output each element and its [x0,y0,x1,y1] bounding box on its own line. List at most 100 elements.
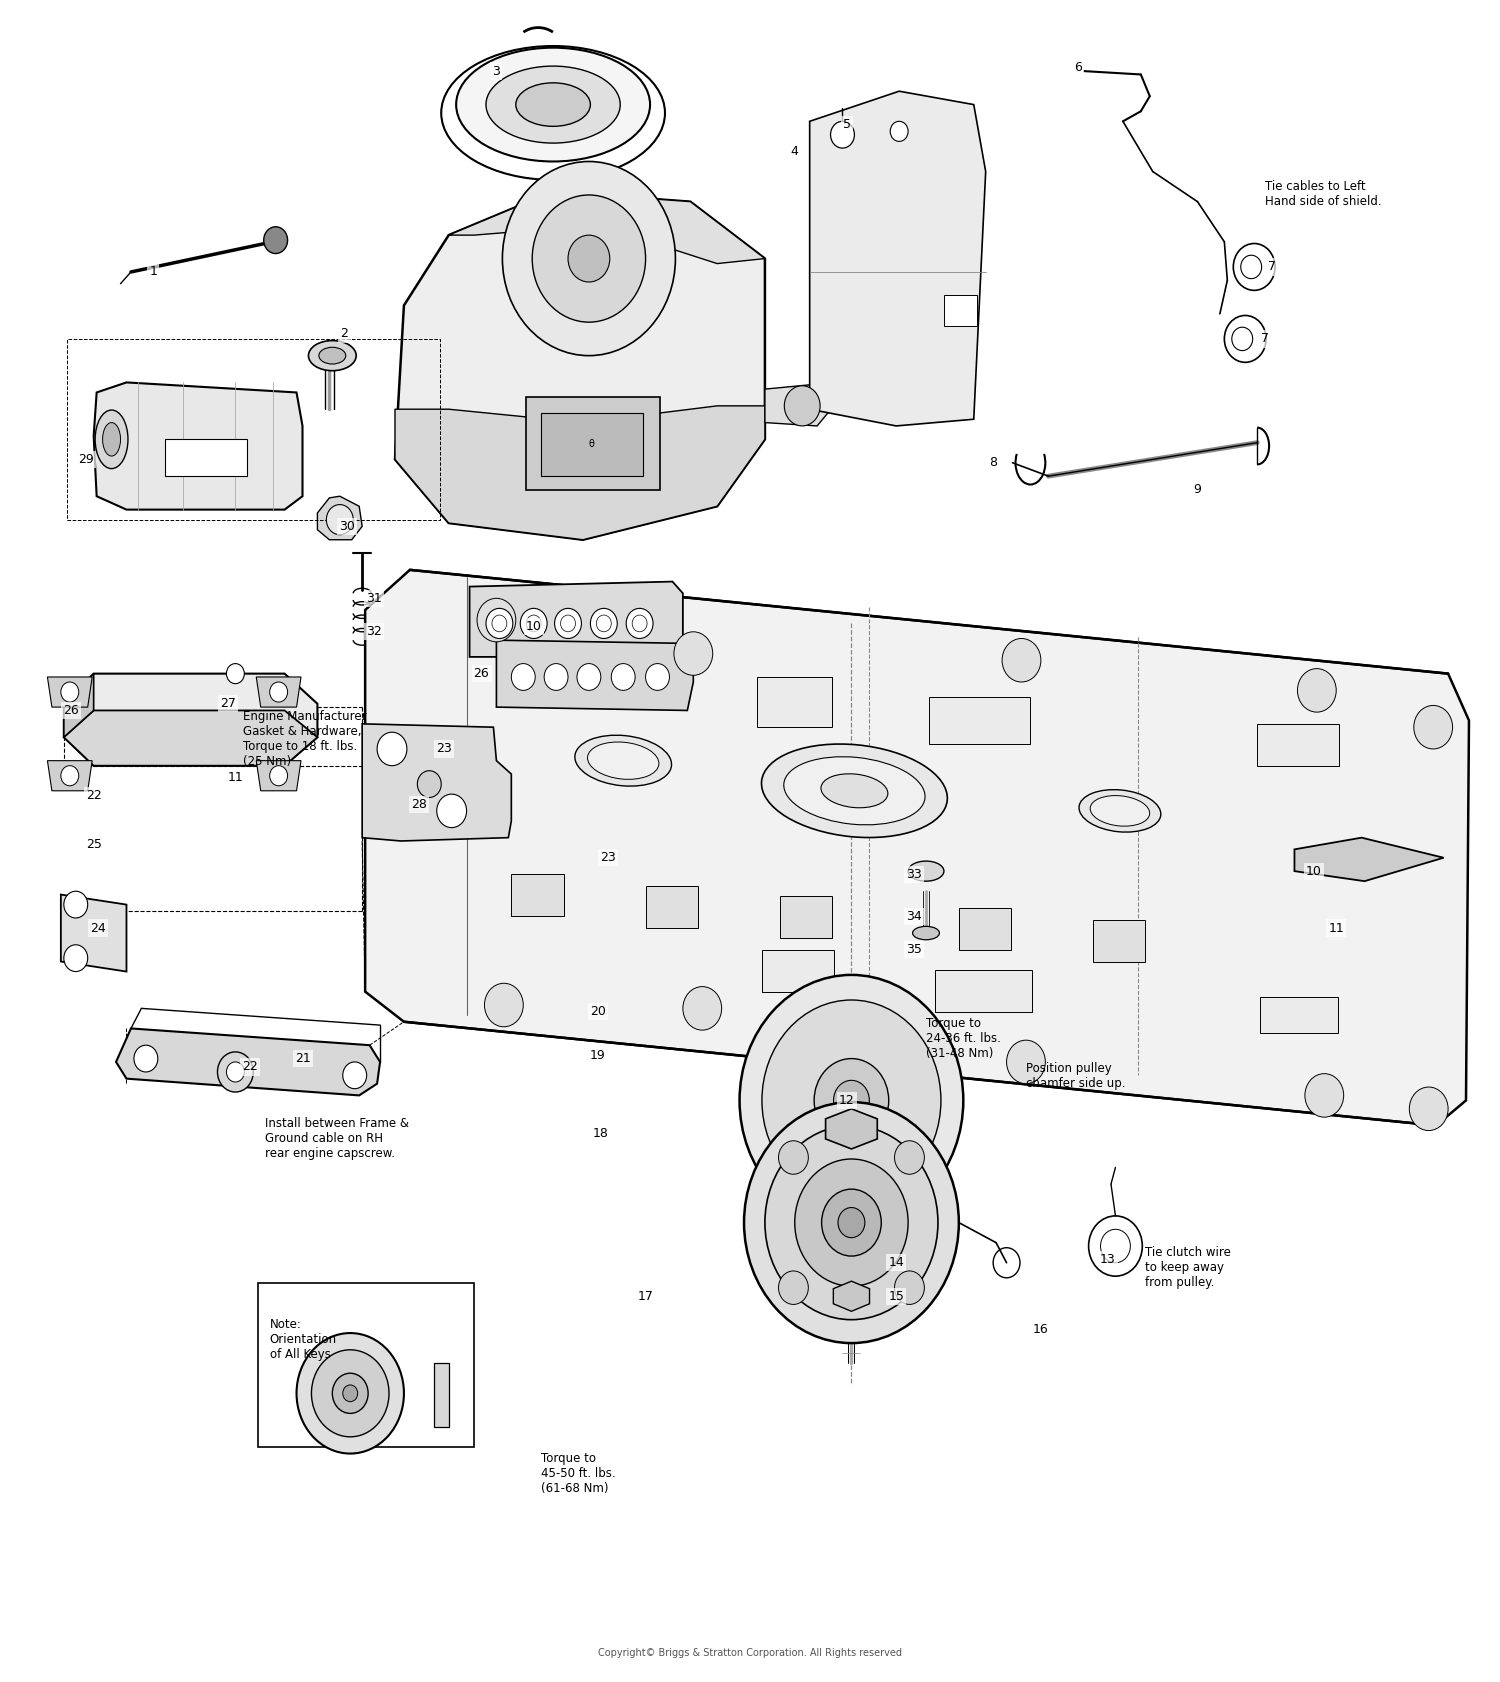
Circle shape [778,1272,808,1305]
Text: 1: 1 [150,266,158,279]
Circle shape [333,1373,368,1413]
Circle shape [626,609,652,639]
Circle shape [831,121,855,148]
Text: BRIGGS & STRATTON: BRIGGS & STRATTON [537,799,963,833]
Text: 4: 4 [790,145,798,158]
Text: Engine Manufacturer
Gasket & Hardware,
Torque to 18 ft. lbs.
(25 Nm): Engine Manufacturer Gasket & Hardware, T… [243,710,366,769]
Text: 32: 32 [366,626,382,637]
Circle shape [591,609,616,639]
Circle shape [264,227,288,254]
Circle shape [64,945,87,972]
Bar [542,412,642,476]
Polygon shape [512,875,564,917]
Circle shape [344,1061,366,1088]
Polygon shape [48,676,92,706]
Ellipse shape [320,346,346,363]
Text: 11: 11 [228,770,243,784]
Text: 20: 20 [590,1006,606,1018]
Bar [1260,997,1338,1033]
Circle shape [417,770,441,797]
Text: Position pulley
chamfer side up.: Position pulley chamfer side up. [1026,1061,1125,1090]
Ellipse shape [516,82,591,126]
Circle shape [894,1140,924,1174]
Ellipse shape [784,757,926,824]
Text: Torque to
45-50 ft. lbs.
(61-68 Nm): Torque to 45-50 ft. lbs. (61-68 Nm) [542,1452,616,1495]
Circle shape [765,1125,938,1320]
Text: 2: 2 [340,328,348,340]
Circle shape [62,765,78,785]
Ellipse shape [1078,789,1161,833]
Polygon shape [496,641,693,710]
Text: 13: 13 [1100,1253,1116,1267]
Ellipse shape [574,735,672,785]
Polygon shape [645,886,698,928]
Polygon shape [448,192,765,264]
Polygon shape [256,676,302,706]
Text: 17: 17 [638,1290,654,1304]
Text: Torque to
24-36 ft. lbs.
(31-48 Nm): Torque to 24-36 ft. lbs. (31-48 Nm) [926,1016,1001,1060]
Circle shape [486,609,513,639]
Text: Copyright© Briggs & Stratton Corporation. All Rights reserved: Copyright© Briggs & Stratton Corporation… [598,1648,902,1658]
Text: 9: 9 [1194,483,1202,496]
Polygon shape [394,405,765,540]
Text: 31: 31 [366,592,382,606]
Text: 11: 11 [1329,922,1344,935]
Circle shape [217,1051,254,1092]
Circle shape [568,235,610,283]
Text: 7: 7 [1260,333,1269,345]
Ellipse shape [840,999,864,1011]
Circle shape [815,1058,888,1142]
Text: Tie clutch wire
to keep away
from pulley.: Tie clutch wire to keep away from pulley… [1146,1246,1232,1288]
Text: 14: 14 [888,1256,904,1270]
Text: 24: 24 [90,922,106,935]
Polygon shape [825,1108,878,1149]
Circle shape [822,1189,882,1256]
Circle shape [612,664,634,690]
Circle shape [1305,1073,1344,1117]
Circle shape [762,1001,940,1201]
Bar [68,338,440,520]
Ellipse shape [486,66,620,143]
Polygon shape [256,760,302,791]
Circle shape [894,1272,924,1305]
Circle shape [520,609,548,639]
Polygon shape [526,397,660,489]
Ellipse shape [830,994,874,1016]
Text: 23: 23 [600,851,616,865]
Circle shape [532,195,645,323]
Text: 18: 18 [592,1127,609,1140]
Bar [758,676,833,727]
Polygon shape [64,673,318,765]
Bar [944,296,976,326]
Polygon shape [62,895,126,972]
Polygon shape [780,897,832,939]
Text: Tie cables to Left
Hand side of shield.: Tie cables to Left Hand side of shield. [1264,180,1382,209]
Polygon shape [64,673,93,737]
Bar [1257,723,1340,765]
Circle shape [226,664,244,683]
Circle shape [1298,669,1336,711]
Polygon shape [958,908,1011,950]
Circle shape [544,664,568,690]
Ellipse shape [1090,796,1149,826]
Bar [934,971,1032,1011]
Polygon shape [48,760,92,791]
Polygon shape [364,570,1468,1125]
Ellipse shape [908,861,944,881]
Circle shape [578,664,602,690]
Text: 7: 7 [1268,261,1276,274]
Text: 19: 19 [590,1050,606,1061]
Ellipse shape [309,340,356,370]
Polygon shape [1094,920,1146,962]
Text: 8: 8 [988,456,998,469]
Text: 22: 22 [86,789,102,802]
Ellipse shape [102,422,120,456]
Circle shape [1002,639,1041,681]
Circle shape [297,1334,404,1453]
Polygon shape [1294,838,1443,881]
Bar [165,439,248,476]
Circle shape [1414,705,1452,748]
Circle shape [740,976,963,1226]
Circle shape [270,681,288,701]
Circle shape [270,765,288,785]
